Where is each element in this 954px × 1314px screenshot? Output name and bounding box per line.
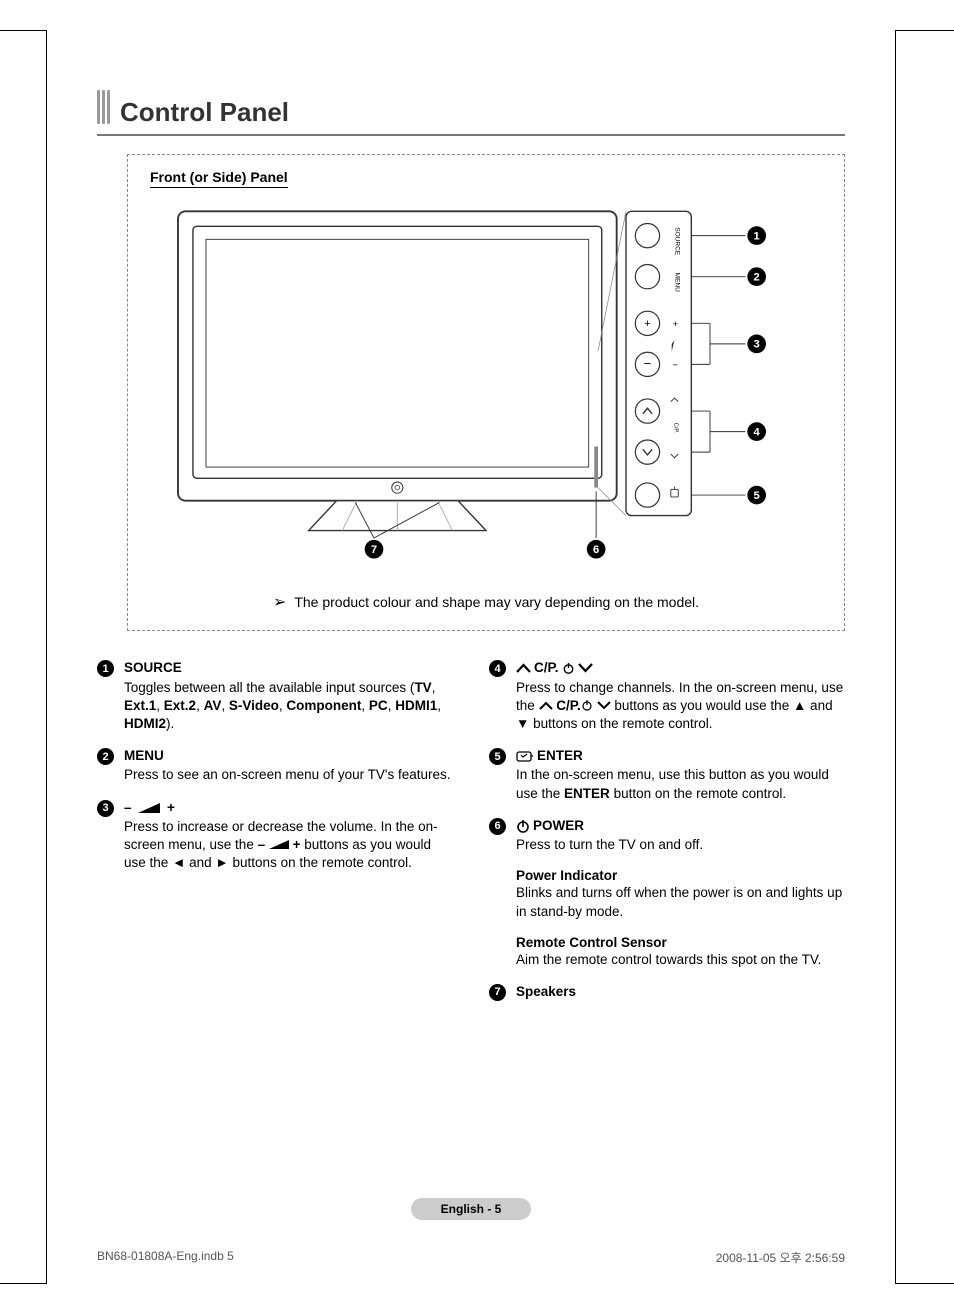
- svg-text:MENU: MENU: [673, 273, 680, 292]
- item-description: Press to increase or decrease the volume…: [124, 818, 453, 873]
- item-description: Press to see an on-screen menu of your T…: [124, 766, 451, 784]
- item-title: ENTER: [516, 747, 845, 765]
- item-number-badge: 2: [97, 748, 114, 765]
- svg-text:5: 5: [754, 490, 760, 502]
- item-description: Press to change channels. In the on-scre…: [516, 679, 845, 734]
- print-timestamp: 2008-11-05 오후 2:56:59: [716, 1249, 845, 1266]
- item-number-badge: 7: [489, 984, 506, 1001]
- svg-text:1: 1: [754, 230, 760, 242]
- sub-description-item: Remote Control SensorAim the remote cont…: [516, 935, 845, 969]
- svg-text:+: +: [673, 319, 678, 329]
- callout-2: 2: [691, 267, 766, 286]
- item-number-badge: 3: [97, 800, 114, 817]
- description-item: 7 Speakers: [489, 983, 845, 1002]
- item-title: – +: [124, 799, 453, 817]
- svg-text:3: 3: [754, 339, 760, 351]
- sub-item-title: Power Indicator: [516, 868, 845, 883]
- sub-description-item: Power IndicatorBlinks and turns off when…: [516, 868, 845, 920]
- description-item: 3 – +Press to increase or decrease the vo…: [97, 799, 453, 873]
- callout-5: 5: [691, 486, 766, 505]
- item-title: SOURCE: [124, 659, 453, 677]
- description-item: 6 POWERPress to turn the TV on and off.: [489, 817, 845, 854]
- description-item: 1 SOURCE Toggles between all the available…: [97, 659, 453, 733]
- item-title: C/P.: [516, 659, 845, 677]
- page-footer: English - 5: [47, 1198, 895, 1220]
- description-item: 5 ENTERIn the on-screen menu, use this b…: [489, 747, 845, 803]
- description-item: 2 MENUPress to see an on-screen menu of y…: [97, 747, 453, 784]
- diagram-note: ➢ The product colour and shape may vary …: [150, 592, 822, 612]
- item-description: Toggles between all the available input …: [124, 679, 453, 734]
- svg-text:6: 6: [593, 544, 599, 556]
- sub-item-description: Aim the remote control towards this spot…: [516, 951, 845, 969]
- note-arrow-icon: ➢: [273, 592, 286, 612]
- item-description: Press to turn the TV on and off.: [516, 836, 703, 854]
- svg-text:SOURCE: SOURCE: [673, 227, 680, 256]
- item-number-badge: 4: [489, 660, 506, 677]
- diagram-note-text: The product colour and shape may vary de…: [294, 594, 699, 610]
- right-column: 4 C/P. Press to change channels. In the …: [489, 659, 845, 1016]
- callout-1: 1: [691, 226, 766, 245]
- item-number-badge: 1: [97, 660, 114, 677]
- sub-item-description: Blinks and turns off when the power is o…: [516, 884, 845, 920]
- svg-text:C/P.: C/P.: [673, 423, 679, 434]
- print-footer: BN68-01808A-Eng.indb 5 2008-11-05 오후 2:5…: [97, 1249, 845, 1266]
- item-number-badge: 5: [489, 748, 506, 765]
- svg-text:4: 4: [754, 426, 761, 438]
- item-description: In the on-screen menu, use this button a…: [516, 766, 845, 802]
- sub-item-title: Remote Control Sensor: [516, 935, 845, 950]
- diagram-container: Front (or Side) Panel SOURCE MENU +: [127, 154, 845, 631]
- svg-text:+: +: [644, 318, 651, 330]
- page-title-row: Control Panel: [97, 90, 845, 136]
- callout-4: 4: [691, 411, 766, 452]
- svg-text:−: −: [644, 356, 652, 371]
- item-title: MENU: [124, 747, 451, 765]
- left-column: 1 SOURCE Toggles between all the available…: [97, 659, 453, 1016]
- item-title: Speakers: [516, 983, 576, 1001]
- title-accent-bars: [97, 90, 110, 128]
- page-number-pill: English - 5: [411, 1198, 532, 1220]
- callout-3: 3: [691, 323, 766, 364]
- svg-text:2: 2: [754, 271, 760, 283]
- tv-panel-diagram: SOURCE MENU + + − − C/P.: [150, 202, 822, 575]
- page-title: Control Panel: [120, 97, 289, 128]
- svg-text:−: −: [673, 360, 678, 370]
- item-number-badge: 6: [489, 818, 506, 835]
- diagram-label: Front (or Side) Panel: [150, 169, 288, 188]
- svg-text:7: 7: [371, 544, 377, 556]
- print-file-name: BN68-01808A-Eng.indb 5: [97, 1249, 234, 1266]
- description-item: 4 C/P. Press to change channels. In the …: [489, 659, 845, 733]
- item-title: POWER: [516, 817, 703, 835]
